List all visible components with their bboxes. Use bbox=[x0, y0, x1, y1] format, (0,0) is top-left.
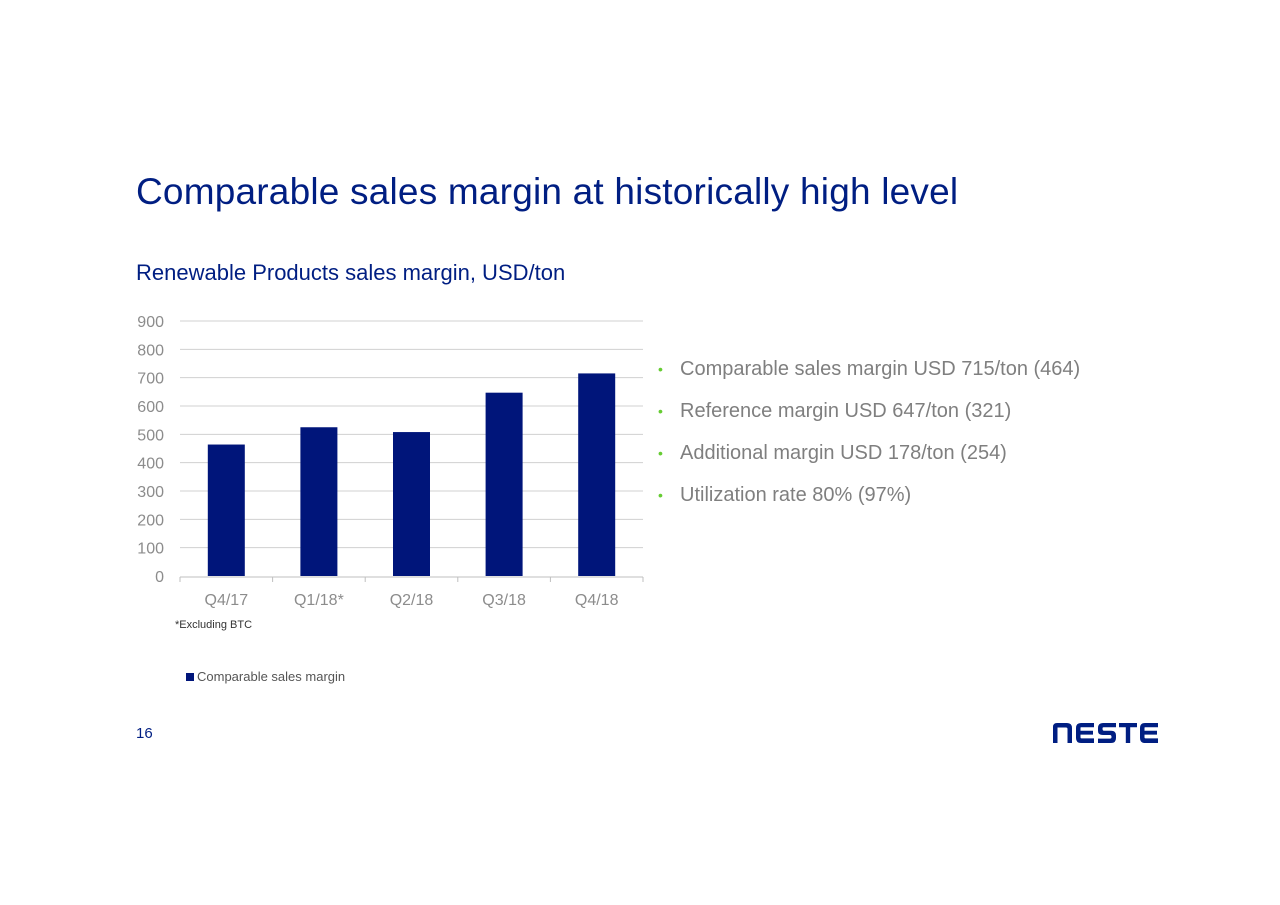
x-tick-label: Q3/18 bbox=[482, 592, 526, 609]
y-tick-label: 500 bbox=[137, 427, 164, 444]
bullet-text: Comparable sales margin USD 715/ton (464… bbox=[680, 358, 1081, 380]
page-number: 16 bbox=[136, 725, 153, 742]
key-figures-list: • Comparable sales margin USD 715/ton (4… bbox=[658, 348, 1080, 516]
bullet-dot-icon: • bbox=[658, 445, 663, 461]
bar bbox=[485, 392, 523, 576]
chart-subtitle: Renewable Products sales margin, USD/ton bbox=[136, 260, 566, 285]
x-tick-label: Q1/18* bbox=[294, 592, 344, 609]
bullet-text: Utilization rate 80% (97%) bbox=[680, 484, 912, 506]
bullet-dot-icon: • bbox=[658, 361, 663, 377]
bar bbox=[300, 427, 338, 576]
chart-footnote: *Excluding BTC bbox=[175, 619, 253, 631]
bullet-dot-icon: • bbox=[658, 403, 663, 419]
y-tick-label: 600 bbox=[137, 399, 164, 416]
neste-logo bbox=[1053, 723, 1158, 743]
legend-label: Comparable sales margin bbox=[197, 669, 346, 684]
y-tick-label: 900 bbox=[137, 314, 164, 331]
y-tick-label: 100 bbox=[137, 541, 164, 558]
bar bbox=[393, 432, 430, 576]
bullet-item: • Utilization rate 80% (97%) bbox=[658, 474, 1080, 516]
bullet-text: Reference margin USD 647/ton (321) bbox=[680, 400, 1012, 422]
bullet-dot-icon: • bbox=[658, 487, 663, 503]
y-tick-label: 200 bbox=[137, 512, 164, 529]
chart-legend: Comparable sales margin bbox=[186, 669, 345, 684]
x-tick-label: Q4/17 bbox=[205, 592, 249, 609]
x-tick-label: Q2/18 bbox=[390, 592, 434, 609]
slide-title: Comparable sales margin at historically … bbox=[136, 171, 959, 212]
legend-swatch bbox=[186, 672, 194, 681]
bullet-text: Additional margin USD 178/ton (254) bbox=[680, 442, 1007, 464]
y-tick-label: 0 bbox=[155, 569, 164, 586]
bar bbox=[578, 373, 616, 576]
x-tick-label: Q4/18 bbox=[575, 592, 619, 609]
bullet-item: • Comparable sales margin USD 715/ton (4… bbox=[658, 348, 1080, 390]
bullet-item: • Reference margin USD 647/ton (321) bbox=[658, 390, 1080, 432]
y-tick-label: 800 bbox=[137, 342, 164, 359]
y-tick-label: 700 bbox=[137, 371, 164, 388]
bar bbox=[207, 444, 245, 576]
bullet-item: • Additional margin USD 178/ton (254) bbox=[658, 432, 1080, 474]
y-tick-label: 400 bbox=[137, 456, 164, 473]
y-tick-label: 300 bbox=[137, 484, 164, 501]
